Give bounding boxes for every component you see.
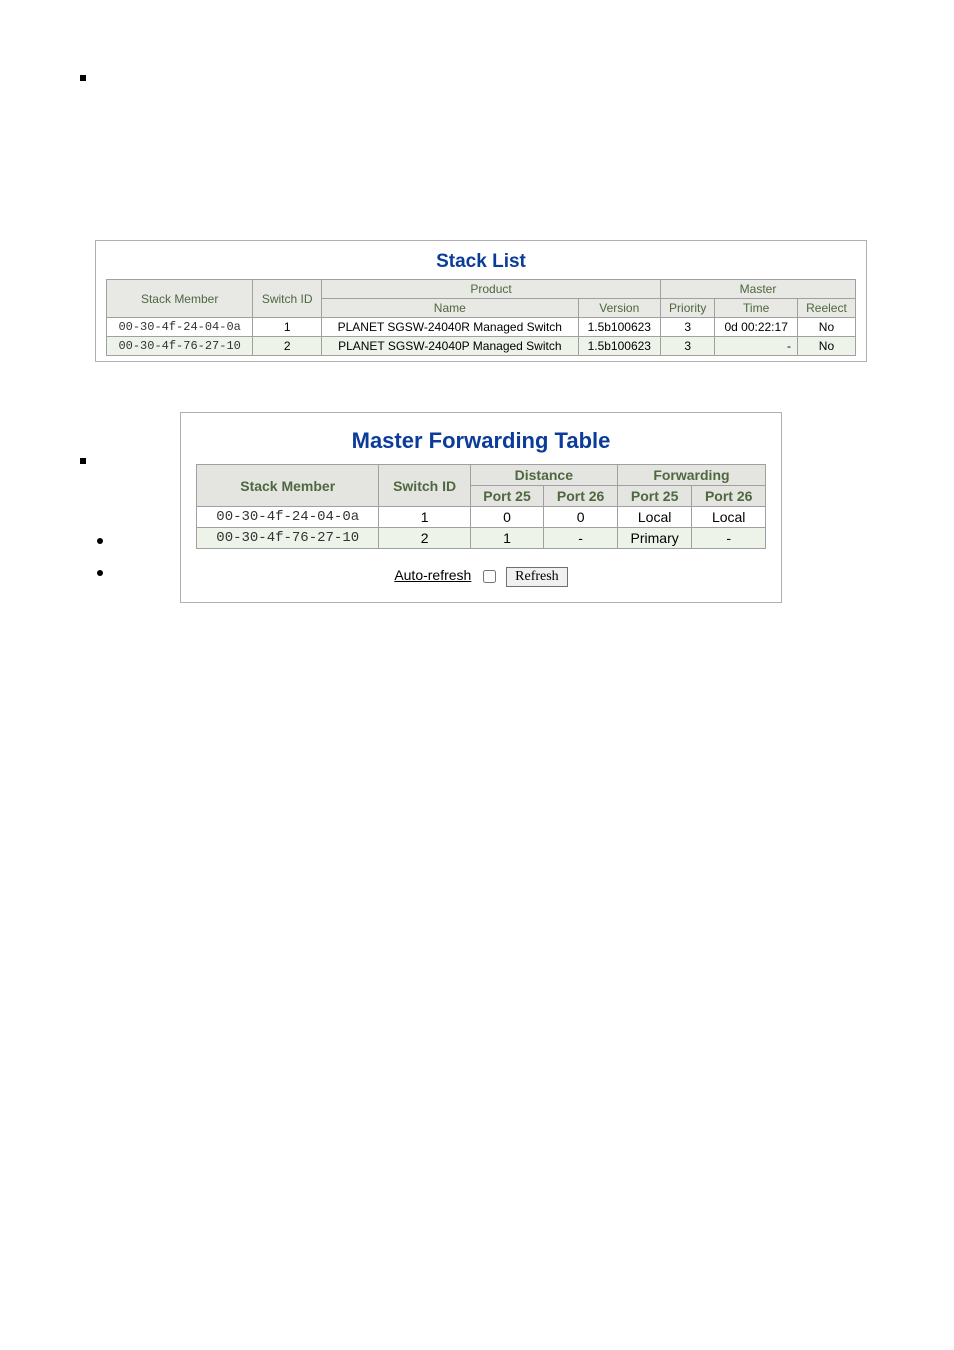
header-switch-id: Switch ID: [379, 465, 470, 507]
auto-refresh-checkbox[interactable]: [483, 570, 496, 583]
cell-mac: 00-30-4f-24-04-0a: [107, 318, 253, 337]
cell-version: 1.5b100623: [578, 318, 661, 337]
cell-mac: 00-30-4f-76-27-10: [107, 337, 253, 356]
bullet-round-icon: [97, 538, 103, 544]
cell-switch-id: 2: [379, 528, 470, 549]
header-stack-member: Stack Member: [197, 465, 379, 507]
cell-reelect: No: [797, 318, 855, 337]
header-priority: Priority: [661, 299, 715, 318]
cell-mac: 00-30-4f-76-27-10: [197, 528, 379, 549]
cell-f26: Local: [692, 507, 766, 528]
cell-d25: 1: [470, 528, 544, 549]
header-master: Master: [661, 280, 856, 299]
cell-f26: -: [692, 528, 766, 549]
cell-priority: 3: [661, 337, 715, 356]
cell-d25: 0: [470, 507, 544, 528]
header-port25: Port 25: [470, 486, 544, 507]
master-forwarding-panel: Master Forwarding Table Stack Member Swi…: [180, 412, 782, 603]
cell-time: -: [715, 337, 798, 356]
cell-mac: 00-30-4f-24-04-0a: [197, 507, 379, 528]
controls-row: Auto-refresh Refresh: [196, 567, 766, 587]
stack-list-table: Stack Member Switch ID Product Master Na…: [106, 279, 856, 356]
header-port26: Port 26: [544, 486, 618, 507]
header-time: Time: [715, 299, 798, 318]
bullet-square-icon: [80, 458, 86, 464]
cell-switch-id: 1: [253, 318, 322, 337]
table-row: 00-30-4f-76-27-10 2 1 - Primary -: [197, 528, 766, 549]
cell-d26: 0: [544, 507, 618, 528]
cell-priority: 3: [661, 318, 715, 337]
table-row: 00-30-4f-76-27-10 2 PLANET SGSW-24040P M…: [107, 337, 856, 356]
auto-refresh-label: Auto-refresh: [394, 567, 471, 583]
header-distance: Distance: [470, 465, 617, 486]
mft-title: Master Forwarding Table: [196, 428, 766, 454]
stack-list-panel: Stack List Stack Member Switch ID Produc…: [95, 240, 867, 362]
header-switch-id: Switch ID: [253, 280, 322, 318]
stack-list-title: Stack List: [106, 251, 856, 273]
cell-name: PLANET SGSW-24040P Managed Switch: [322, 337, 578, 356]
cell-time: 0d 00:22:17: [715, 318, 798, 337]
header-stack-member: Stack Member: [107, 280, 253, 318]
mft-table: Stack Member Switch ID Distance Forwardi…: [196, 464, 766, 549]
refresh-button[interactable]: Refresh: [506, 567, 568, 587]
header-forwarding: Forwarding: [617, 465, 765, 486]
cell-name: PLANET SGSW-24040R Managed Switch: [322, 318, 578, 337]
header-name: Name: [322, 299, 578, 318]
cell-reelect: No: [797, 337, 855, 356]
header-port25: Port 25: [617, 486, 691, 507]
header-reelect: Reelect: [797, 299, 855, 318]
cell-switch-id: 2: [253, 337, 322, 356]
cell-f25: Local: [617, 507, 691, 528]
cell-f25: Primary: [617, 528, 691, 549]
header-port26: Port 26: [692, 486, 766, 507]
header-product: Product: [322, 280, 661, 299]
cell-d26: -: [544, 528, 618, 549]
bullet-round-icon: [97, 570, 103, 576]
header-version: Version: [578, 299, 661, 318]
bullet-square-icon: [80, 75, 86, 81]
table-row: 00-30-4f-24-04-0a 1 PLANET SGSW-24040R M…: [107, 318, 856, 337]
table-row: 00-30-4f-24-04-0a 1 0 0 Local Local: [197, 507, 766, 528]
cell-version: 1.5b100623: [578, 337, 661, 356]
cell-switch-id: 1: [379, 507, 470, 528]
